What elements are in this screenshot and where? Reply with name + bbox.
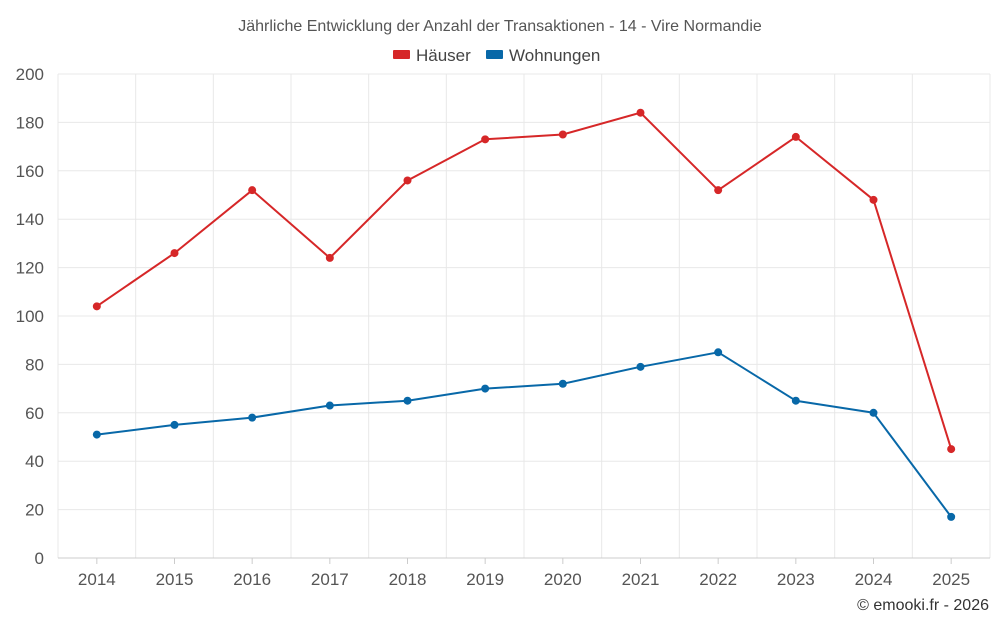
data-point-haeuser[interactable] <box>92 302 101 311</box>
legend-label-haeuser: Häuser <box>416 46 471 65</box>
series-line-haeuser <box>96 111 953 450</box>
legend-item-wohnungen[interactable]: Wohnungen <box>486 46 600 65</box>
data-point-wohnungen[interactable] <box>170 420 179 429</box>
x-tick-label: 2025 <box>932 570 970 589</box>
data-point-haeuser[interactable] <box>248 186 257 195</box>
y-tick-label: 80 <box>25 355 44 374</box>
data-point-wohnungen[interactable] <box>558 379 567 388</box>
data-point-haeuser[interactable] <box>170 249 179 258</box>
y-tick-label: 60 <box>25 404 44 423</box>
y-tick-label: 100 <box>16 307 44 326</box>
y-axis: 0 20 40 60 80 100 120 140 160 180 200 <box>16 65 44 568</box>
x-tick-label: 2019 <box>466 570 504 589</box>
x-tick-label: 2016 <box>233 570 271 589</box>
y-tick-label: 160 <box>16 162 44 181</box>
data-point-haeuser[interactable] <box>481 135 490 144</box>
y-tick-label: 120 <box>16 259 44 278</box>
data-point-wohnungen[interactable] <box>248 413 257 422</box>
data-point-wohnungen[interactable] <box>636 362 645 371</box>
series <box>92 108 956 521</box>
x-tick-label: 2020 <box>544 570 582 589</box>
data-point-haeuser[interactable] <box>636 108 645 117</box>
data-point-wohnungen[interactable] <box>481 384 490 393</box>
data-point-haeuser[interactable] <box>325 253 334 262</box>
grid <box>57 73 991 559</box>
x-axis: 2014 2015 2016 2017 2018 2019 2020 2021 2022 2023… <box>58 557 990 589</box>
x-tick-label: 2017 <box>311 570 349 589</box>
series-wohnungen <box>92 348 956 521</box>
x-tick-label: 2014 <box>78 570 116 589</box>
data-point-haeuser[interactable] <box>791 132 800 141</box>
data-point-haeuser[interactable] <box>558 130 567 139</box>
chart-title: Jährliche Entwicklung der Anzahl der Tra… <box>238 18 762 35</box>
x-tick-label: 2022 <box>699 570 737 589</box>
credit-text: © emooki.fr - 2026 <box>857 597 989 614</box>
legend-item-haeuser[interactable]: Häuser <box>393 46 471 65</box>
data-point-wohnungen[interactable] <box>92 430 101 439</box>
data-point-wohnungen[interactable] <box>714 348 723 357</box>
y-tick-label: 180 <box>16 113 44 132</box>
x-tick-label: 2023 <box>777 570 815 589</box>
y-tick-label: 200 <box>16 65 44 84</box>
y-tick-label: 40 <box>25 452 44 471</box>
series-haeuser <box>92 108 956 454</box>
data-point-wohnungen[interactable] <box>869 408 878 417</box>
x-tick-label: 2015 <box>156 570 194 589</box>
x-tick-label: 2018 <box>389 570 427 589</box>
data-point-haeuser[interactable] <box>714 186 723 195</box>
data-point-wohnungen[interactable] <box>791 396 800 405</box>
data-point-wohnungen[interactable] <box>403 396 412 405</box>
x-tick-label: 2024 <box>855 570 893 589</box>
legend: Häuser Wohnungen <box>393 46 600 65</box>
legend-swatch-wohnungen <box>486 50 503 59</box>
y-tick-label: 140 <box>16 210 44 229</box>
data-point-wohnungen[interactable] <box>325 401 334 410</box>
legend-swatch-haeuser <box>393 50 410 59</box>
y-tick-label: 20 <box>25 501 44 520</box>
y-tick-label: 0 <box>35 549 44 568</box>
series-line-wohnungen <box>96 351 953 518</box>
x-tick-label: 2021 <box>622 570 660 589</box>
data-point-haeuser[interactable] <box>947 445 956 454</box>
data-point-wohnungen[interactable] <box>947 512 956 521</box>
data-point-haeuser[interactable] <box>869 195 878 204</box>
data-point-haeuser[interactable] <box>403 176 412 185</box>
legend-label-wohnungen: Wohnungen <box>509 46 600 65</box>
